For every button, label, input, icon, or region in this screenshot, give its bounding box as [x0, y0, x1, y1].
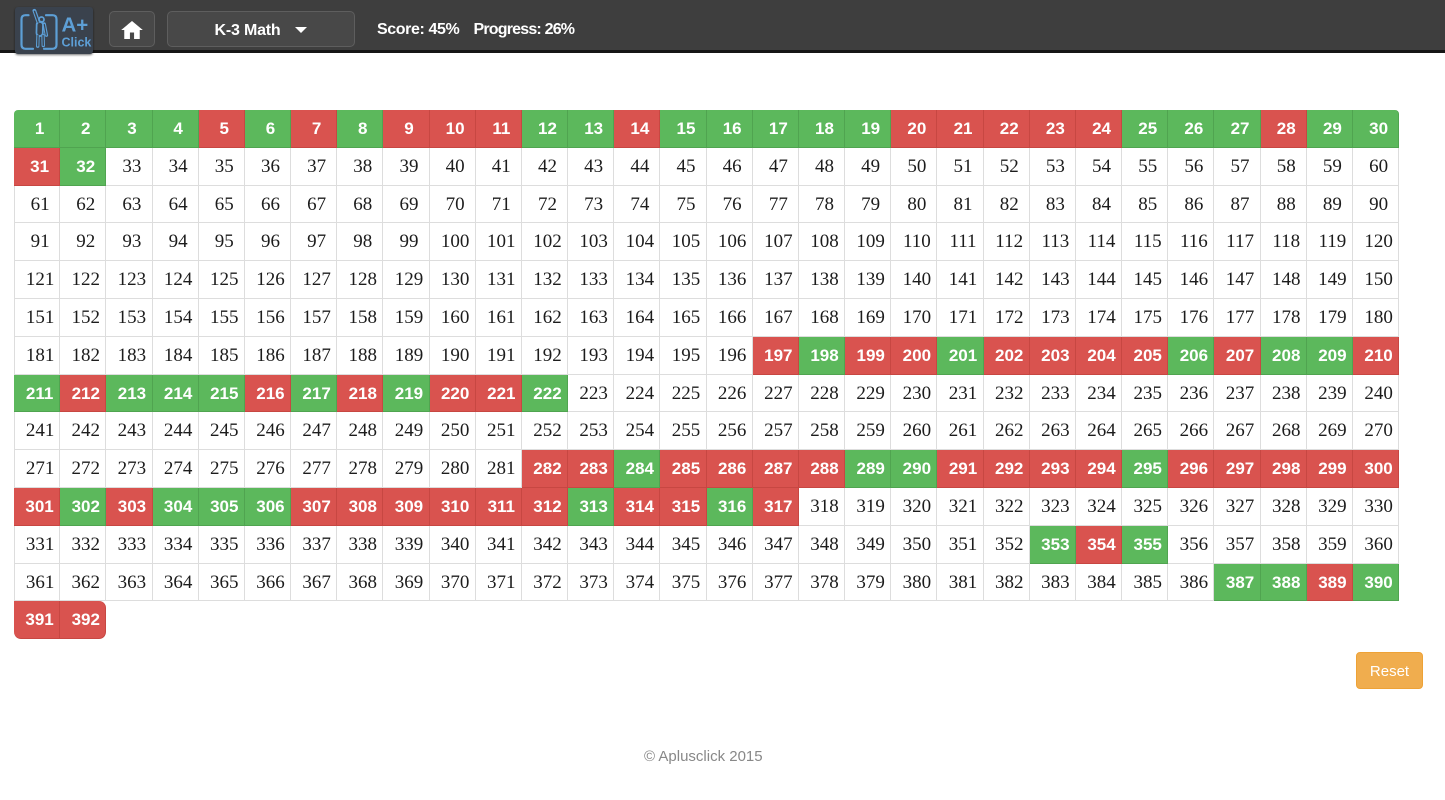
svg-text:Click: Click: [62, 35, 92, 49]
svg-text:A+: A+: [62, 14, 89, 37]
